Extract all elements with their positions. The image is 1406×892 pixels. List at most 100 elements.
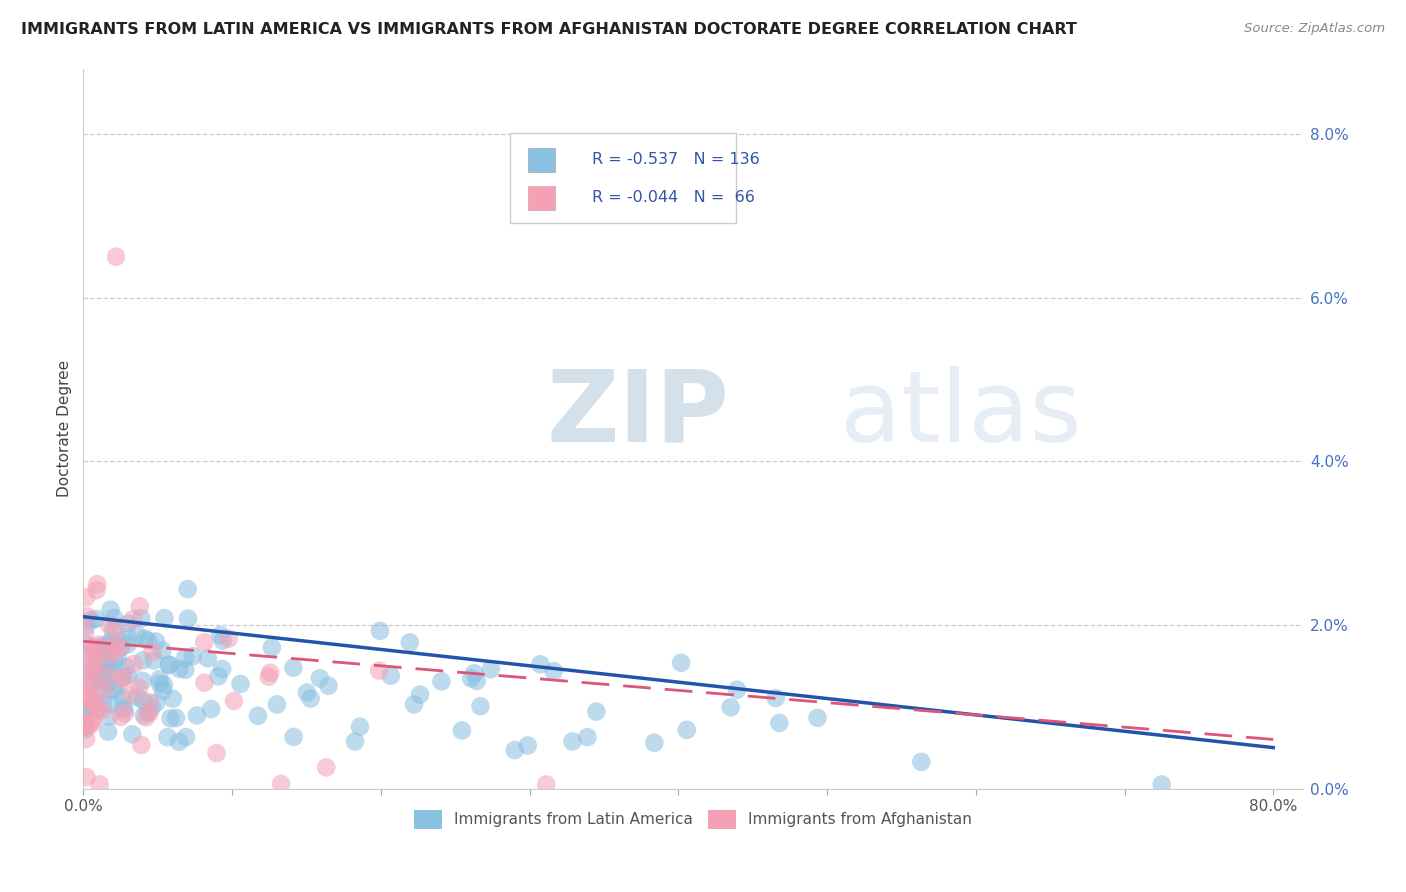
Text: ZIP: ZIP	[547, 366, 730, 463]
Point	[211, 662, 233, 676]
Point	[218, 632, 240, 646]
Point	[76, 770, 98, 784]
Point	[91, 671, 114, 685]
Point	[186, 708, 208, 723]
Point	[93, 643, 115, 657]
Bar	[529, 148, 555, 171]
Point	[122, 657, 145, 671]
Point	[205, 746, 228, 760]
Point	[503, 743, 526, 757]
Text: IMMIGRANTS FROM LATIN AMERICA VS IMMIGRANTS FROM AFGHANISTAN DOCTORATE DEGREE CO: IMMIGRANTS FROM LATIN AMERICA VS IMMIGRA…	[21, 22, 1077, 37]
Point	[84, 646, 107, 660]
Point	[121, 727, 143, 741]
Point	[207, 669, 229, 683]
Point	[105, 622, 128, 636]
Point	[76, 618, 98, 632]
Point	[86, 685, 108, 699]
Point	[86, 583, 108, 598]
Point	[117, 637, 139, 651]
Point	[84, 659, 107, 673]
Point	[97, 659, 120, 673]
Point	[398, 635, 420, 649]
Point	[266, 698, 288, 712]
Point	[380, 668, 402, 682]
Point	[104, 655, 127, 669]
Point	[86, 640, 108, 655]
Point	[127, 628, 149, 642]
Text: R = -0.537   N = 136: R = -0.537 N = 136	[592, 153, 759, 168]
Point	[132, 653, 155, 667]
Point	[80, 675, 103, 690]
Point	[101, 624, 124, 638]
Point	[101, 645, 124, 659]
Point	[86, 703, 108, 717]
Point	[174, 663, 197, 677]
Point	[87, 701, 110, 715]
Point	[315, 760, 337, 774]
Point	[86, 648, 108, 663]
Point	[98, 698, 121, 712]
Point	[295, 685, 318, 699]
Point	[75, 591, 97, 605]
Point	[222, 694, 245, 708]
Point	[152, 683, 174, 698]
Point	[132, 693, 155, 707]
Point	[93, 682, 115, 697]
Point	[80, 692, 103, 706]
Point	[131, 673, 153, 688]
Point	[308, 671, 330, 685]
Point	[103, 611, 125, 625]
Point	[112, 671, 135, 685]
Point	[83, 672, 105, 686]
Point	[157, 657, 180, 672]
Point	[516, 739, 538, 753]
Point	[112, 703, 135, 717]
Point	[257, 670, 280, 684]
Point	[283, 730, 305, 744]
Point	[299, 691, 322, 706]
Point	[76, 609, 98, 624]
Point	[157, 657, 180, 672]
Point	[165, 711, 187, 725]
Point	[96, 677, 118, 691]
Point	[561, 734, 583, 748]
Point	[75, 714, 97, 729]
Point	[84, 677, 107, 691]
Point	[725, 682, 748, 697]
Point	[460, 671, 482, 685]
Point	[111, 701, 134, 715]
Point	[463, 666, 485, 681]
Point	[675, 723, 697, 737]
Point	[91, 640, 114, 654]
Point	[110, 634, 132, 648]
Point	[470, 699, 492, 714]
Point	[145, 696, 167, 710]
Point	[75, 716, 97, 731]
Point	[98, 709, 121, 723]
Legend: Immigrants from Latin America, Immigrants from Afghanistan: Immigrants from Latin America, Immigrant…	[408, 804, 979, 835]
Point	[115, 660, 138, 674]
Point	[114, 706, 136, 721]
Point	[97, 724, 120, 739]
Point	[229, 677, 252, 691]
Point	[75, 637, 97, 651]
Point	[73, 720, 96, 734]
FancyBboxPatch shape	[510, 133, 735, 223]
Point	[117, 616, 139, 631]
Point	[128, 681, 150, 695]
Point	[139, 696, 162, 710]
Point	[87, 638, 110, 652]
Point	[156, 730, 179, 744]
Point	[82, 713, 104, 727]
Point	[84, 612, 107, 626]
Point	[107, 651, 129, 665]
Point	[768, 715, 790, 730]
Point	[89, 777, 111, 791]
Point	[260, 640, 283, 655]
Point	[128, 599, 150, 614]
Point	[181, 649, 204, 664]
Point	[211, 633, 233, 648]
Point	[138, 706, 160, 720]
Point	[193, 635, 215, 649]
Point	[73, 648, 96, 663]
